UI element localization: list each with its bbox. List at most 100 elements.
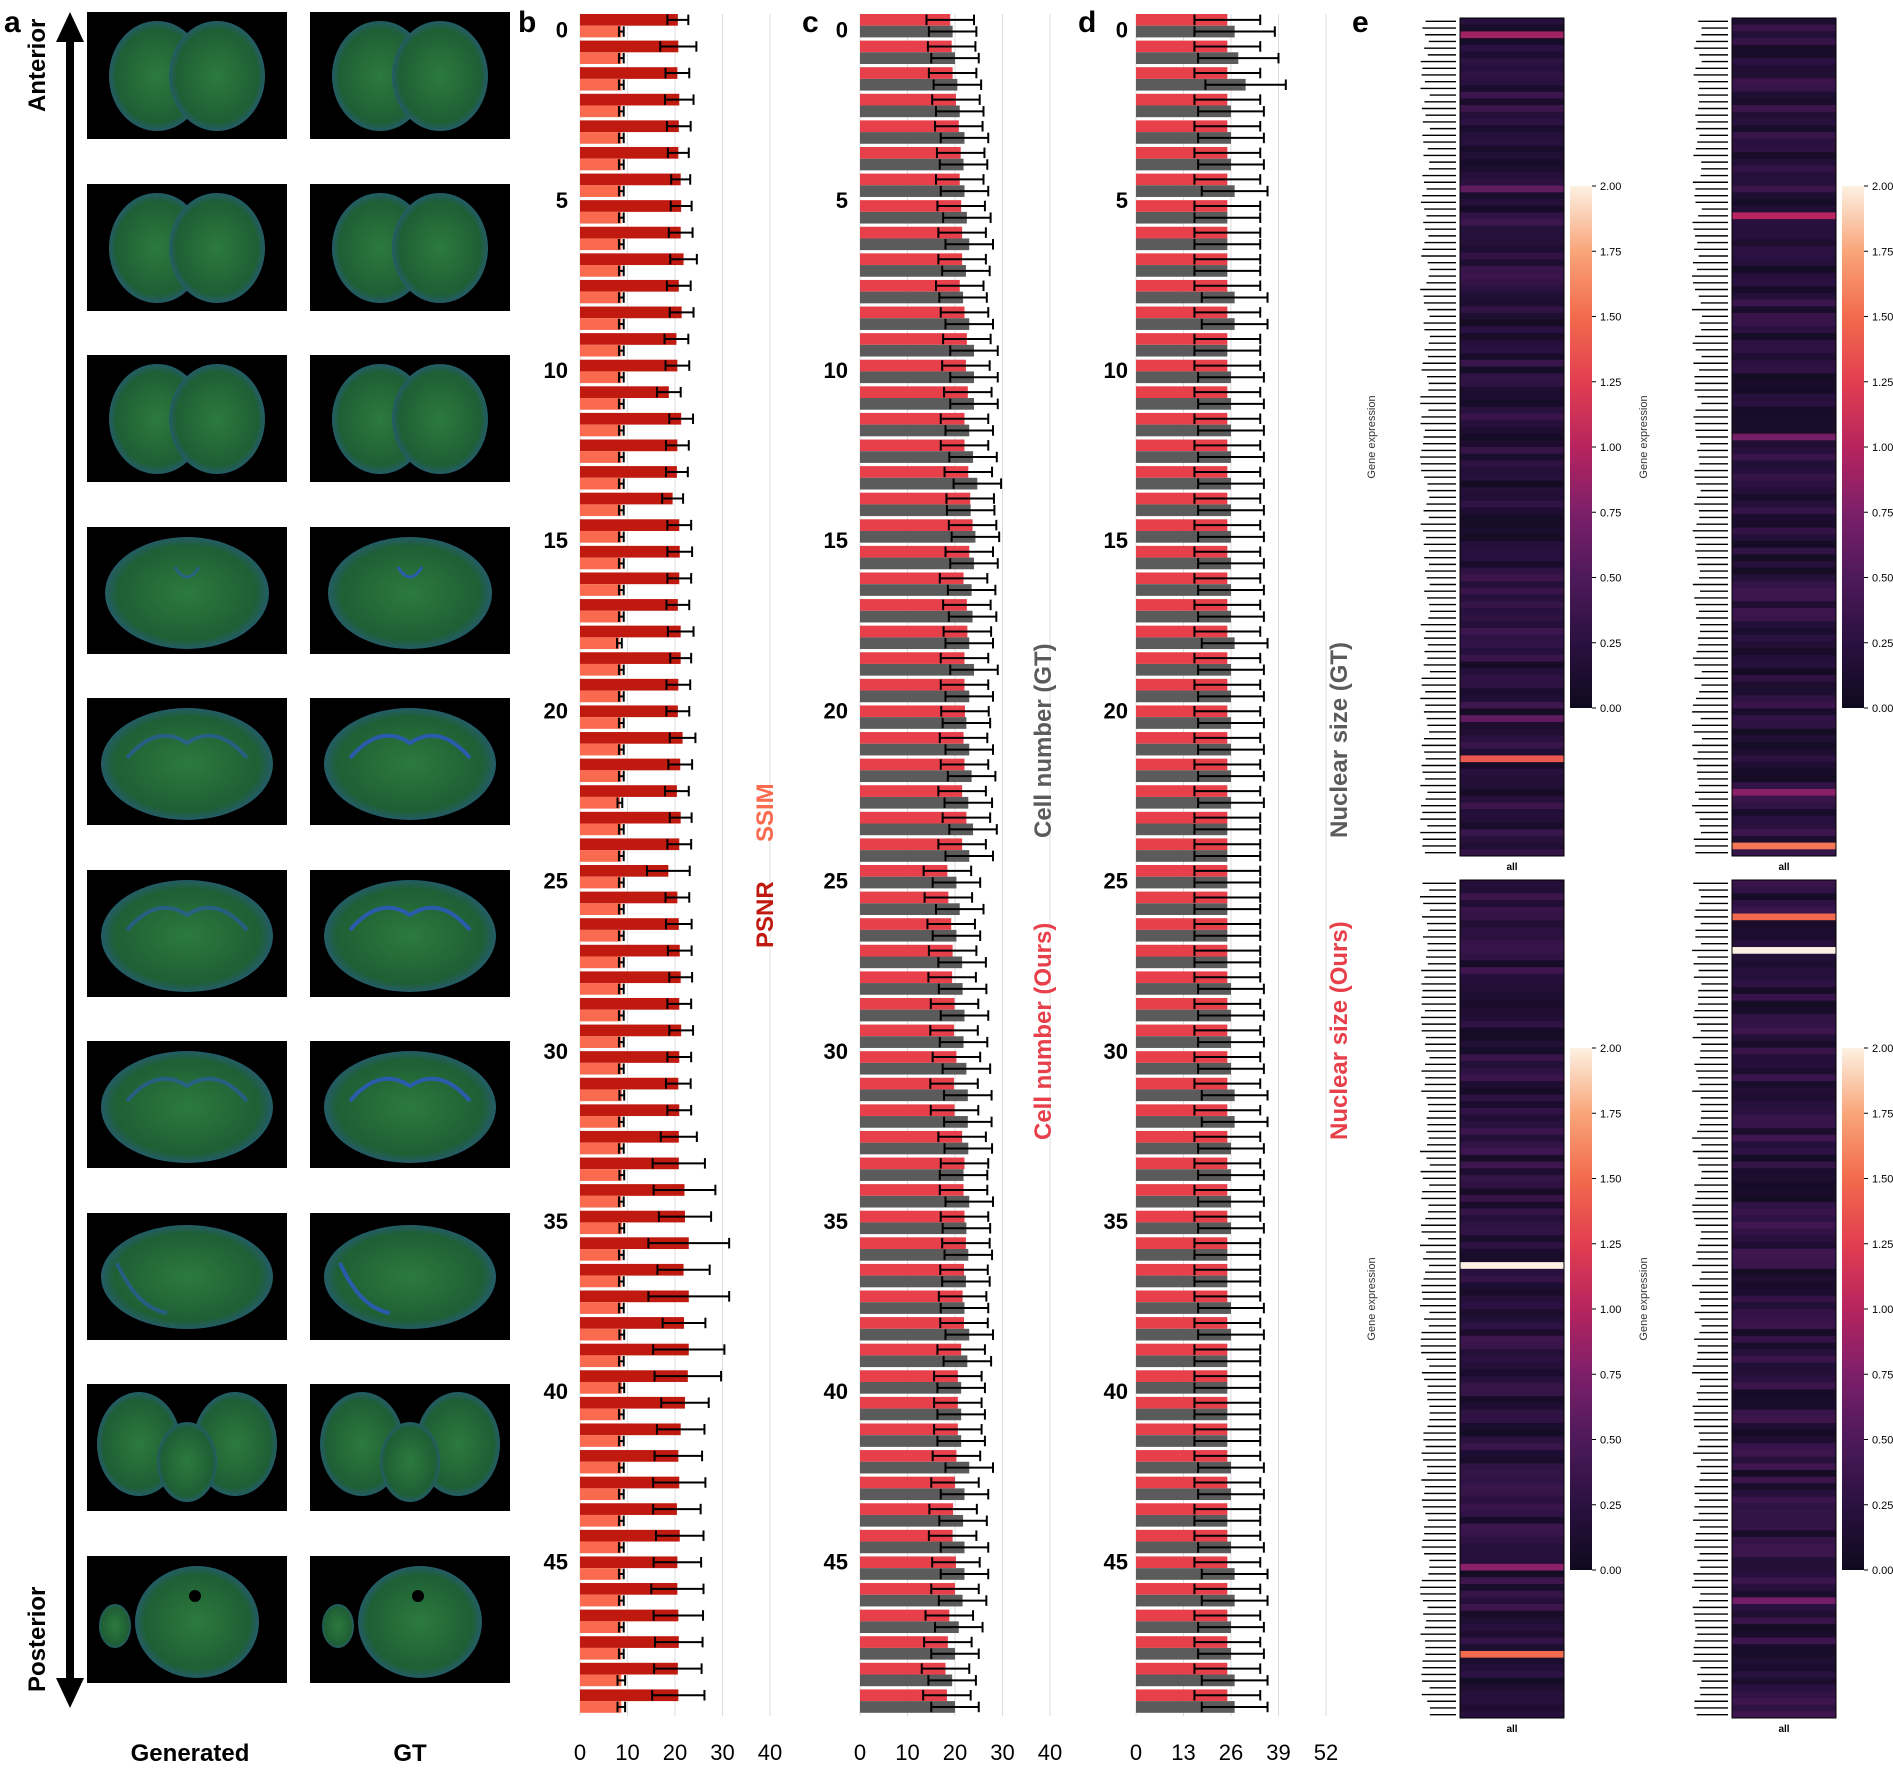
heatmap-cell	[1460, 795, 1564, 803]
heatmap-cell	[1460, 735, 1564, 743]
bar	[860, 279, 960, 292]
heatmap-cell	[1732, 906, 1836, 915]
heatmap-cell	[1732, 1697, 1836, 1706]
y-tick-label: 15	[544, 528, 568, 553]
heatmap-cell	[1460, 614, 1564, 622]
heatmap-cell	[1732, 1657, 1836, 1665]
bar	[860, 1036, 964, 1048]
bar	[1136, 291, 1235, 304]
bar	[1136, 1237, 1228, 1250]
heatmap-cell	[1732, 266, 1836, 274]
bar	[860, 466, 969, 478]
bar	[580, 1210, 685, 1223]
bar	[1136, 466, 1228, 478]
bar	[860, 1157, 965, 1170]
heatmap-cell	[1732, 185, 1836, 193]
heatmap-cell	[1460, 1583, 1564, 1592]
heatmap-cell	[1460, 621, 1564, 629]
heatmap-cell	[1460, 1677, 1564, 1685]
heatmap-cell	[1732, 815, 1836, 823]
bar	[860, 1529, 953, 1542]
heatmap-cell	[1460, 306, 1564, 314]
heatmap-cell	[1732, 1503, 1836, 1511]
bar	[860, 557, 974, 570]
heatmap-cell	[1732, 339, 1836, 347]
heatmap-cell	[1460, 601, 1564, 609]
heatmap-cell	[1460, 1416, 1564, 1424]
heatmap-cell	[1732, 1014, 1836, 1022]
heatmap-cell	[1460, 366, 1564, 374]
bar	[580, 1461, 622, 1474]
bar	[1136, 1116, 1235, 1128]
heatmap-cell	[1460, 266, 1564, 274]
bar	[860, 1370, 958, 1382]
heatmap-cell	[1732, 1020, 1836, 1028]
bar	[580, 1396, 685, 1409]
heatmap-cell	[1460, 886, 1564, 894]
bar	[1136, 173, 1228, 186]
heatmap-cell	[1460, 239, 1564, 247]
y-tick-label: 35	[544, 1209, 568, 1234]
bar	[580, 158, 622, 171]
bar	[1136, 1423, 1228, 1436]
heatmap-cell	[1732, 980, 1836, 988]
gt-section-image	[310, 12, 510, 139]
bar	[860, 291, 964, 304]
bar	[580, 1195, 622, 1208]
heatmap-cell	[1732, 1530, 1836, 1538]
heatmap-cell	[1460, 802, 1564, 810]
heatmap-cell	[1460, 1309, 1564, 1317]
bar	[1136, 944, 1228, 957]
bar	[860, 929, 957, 942]
heatmap-cell	[1732, 1490, 1836, 1498]
bar	[860, 918, 952, 930]
bar	[580, 785, 677, 797]
bar	[860, 173, 960, 186]
heatmap-cell	[1732, 1443, 1836, 1451]
heatmap-cell	[1460, 1617, 1564, 1625]
bar	[580, 451, 622, 463]
bar	[580, 200, 682, 212]
bar	[1136, 1210, 1228, 1223]
bar	[580, 1435, 622, 1447]
bar	[860, 811, 967, 824]
anterior-label: Anterior	[24, 18, 51, 112]
gt-section-image	[310, 1212, 510, 1340]
heatmap-cell	[1460, 960, 1564, 968]
bar	[580, 838, 680, 851]
heatmap-cell	[1460, 1483, 1564, 1491]
heatmap-cell	[1460, 1188, 1564, 1196]
heatmap-cell	[1732, 762, 1836, 770]
bar	[860, 1275, 966, 1288]
colorbar-tick-label: 1.25	[1872, 377, 1893, 389]
bar	[860, 1249, 969, 1261]
heatmap-cell	[1460, 1436, 1564, 1444]
heatmap-cell	[1732, 1711, 1836, 1719]
bar	[860, 1636, 948, 1648]
bar	[580, 1157, 679, 1170]
heatmap-cell	[1732, 809, 1836, 817]
heatmap-cell	[1732, 286, 1836, 294]
bar	[860, 903, 960, 915]
bar	[580, 477, 622, 490]
panel-letter-c: c	[802, 6, 819, 39]
bar	[580, 663, 622, 676]
heatmap-cell	[1460, 138, 1564, 146]
colorbar-tick-label: 1.75	[1600, 246, 1621, 258]
heatmap-cell	[1732, 346, 1836, 354]
legend-cell-number-ours: Cell number (Ours)	[1030, 922, 1057, 1140]
heatmap-y-label: Gene expression	[1638, 1257, 1650, 1340]
legend-nuclear-size-gt: Nuclear size (GT)	[1326, 641, 1353, 838]
bar	[1136, 850, 1228, 862]
bar	[580, 424, 622, 437]
heatmap-cell	[1732, 1604, 1836, 1612]
bar	[1136, 492, 1228, 505]
bar	[580, 1142, 622, 1155]
heatmap-cell	[1732, 1630, 1836, 1639]
heatmap-cell	[1732, 900, 1836, 908]
bar	[580, 306, 682, 319]
bar	[860, 599, 967, 611]
heatmap-cell	[1460, 232, 1564, 240]
bar	[1136, 584, 1231, 596]
heatmap-cell	[1732, 44, 1836, 53]
